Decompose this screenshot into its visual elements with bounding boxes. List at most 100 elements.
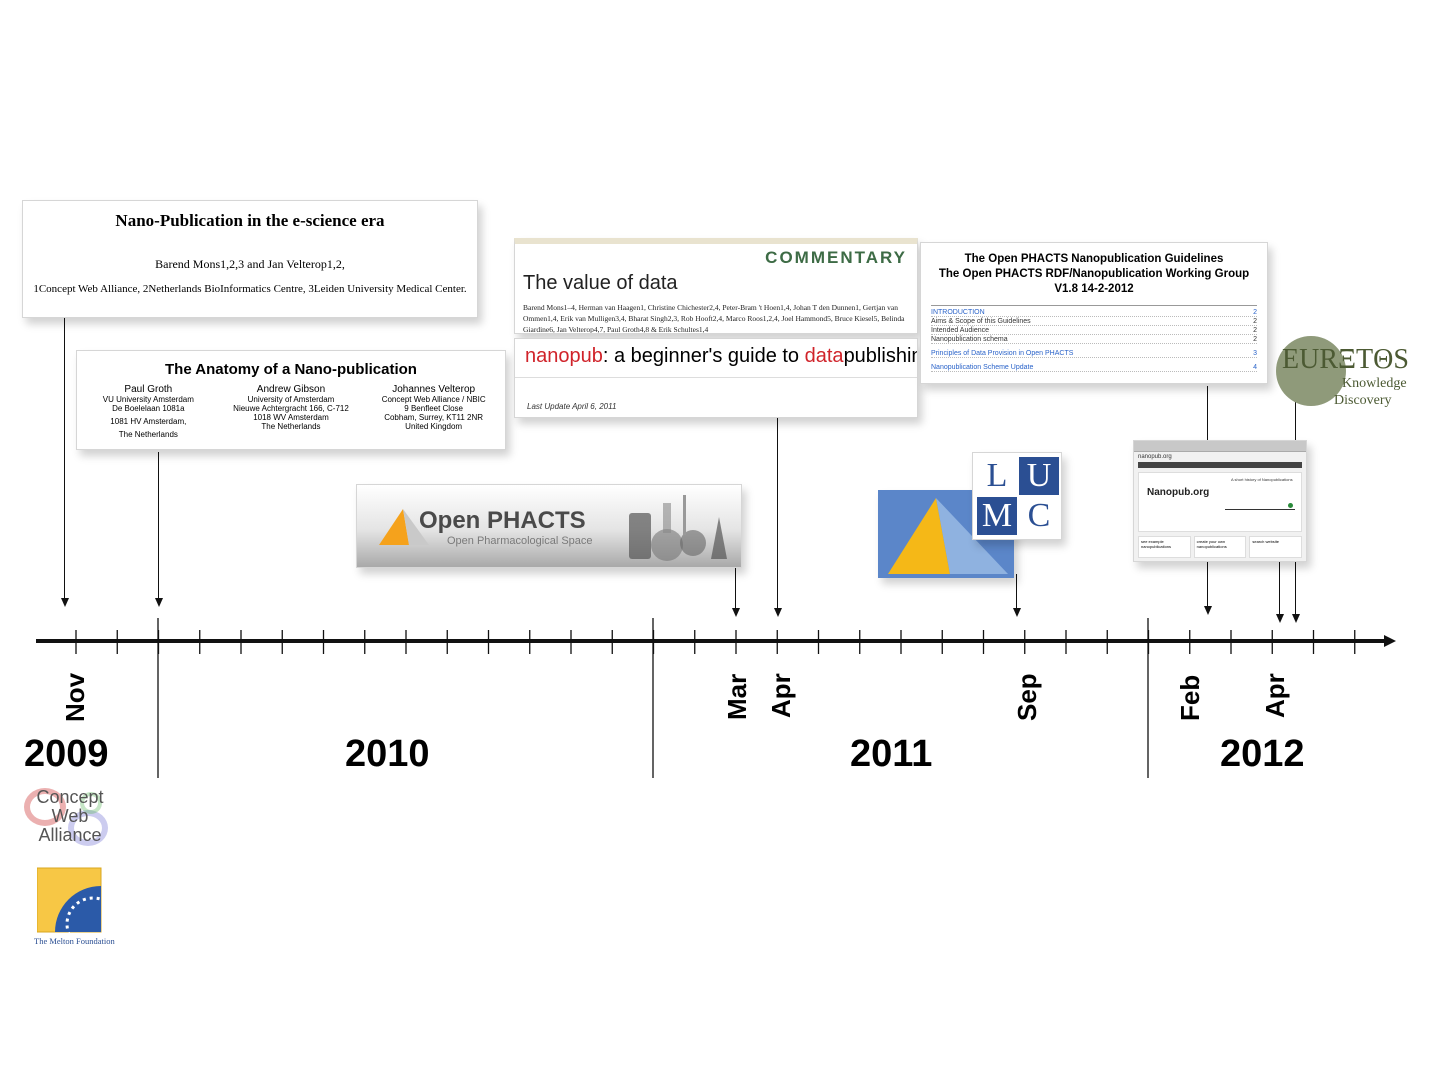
site-dot-icon [1288,503,1293,508]
paper-nanopub-escience: Nano-Publication in the e-science era Ba… [22,200,478,318]
guide-title-nanopub: nanopub [525,345,603,367]
guide-divider [515,377,917,378]
site-nav [1138,462,1302,468]
toc-page: 2 [1253,327,1257,334]
year-label-2009: 2009 [24,733,109,775]
site-hero: Nanopub.org A short history of Nanopubli… [1138,472,1302,532]
arrow-feb-2012 [1207,386,1208,442]
guide-title-middle: : a beginner's guide to [602,345,805,367]
guide-title-end: publishing [843,345,917,367]
arrowhead-feb-2012 [1204,606,1212,615]
site-history-label: A short history of Nanopublications [1231,477,1293,482]
arrowhead-apr-2012-a [1276,614,1284,623]
euretos-circle [1276,336,1346,406]
open-phacts-name: Open PHACTS [419,507,586,534]
toc-row[interactable]: Nanopublication Scheme Update 4 [931,364,1257,372]
site-mini-axis [1225,509,1295,510]
paper-anatomy: The Anatomy of a Nano-publication Paul G… [76,350,506,450]
arrow-apr-2012-b [1295,400,1296,442]
guide-updated: Last Update April 6, 2011 [527,402,617,411]
toc-label: Nanopublication schema [931,336,1008,343]
cwa-green-swirl-icon [80,792,102,814]
toc-label: Nanopublication Scheme Update [931,364,1034,371]
year-label-2012: 2012 [1220,733,1305,775]
site-box[interactable]: see example nanopublications [1138,536,1191,558]
guide-title: nanopub: a beginner's guide to datapubli… [525,345,917,368]
author-line: United Kingdom [405,422,463,431]
paper-value-of-data: COMMENTARY The value of data Barend Mons… [514,238,918,334]
site-box[interactable]: search website [1249,536,1303,558]
paper-title: The value of data [523,272,678,294]
paper-title: Nano-Publication in the e-science era [115,211,385,230]
paper-title: The Anatomy of a Nano-publication [165,361,417,378]
melton-caption: The Melton Foundation [34,936,115,946]
melton-sun-icon [37,867,103,934]
cwa-line: Alliance [38,825,102,845]
toc-label: Intended Audience [931,327,989,334]
arrow-apr-2012-b-lower [1295,562,1296,614]
author-name: Johannes Velterop [392,384,476,395]
toc-row[interactable]: Nanopublication schema 2 [931,336,1257,344]
arrowhead-sep-2011 [1013,608,1021,617]
logo-pyramid-blue [878,490,1014,578]
month-label-mar-2011: Mar [722,673,752,720]
lab-glassware-icon [629,495,727,561]
author-block: Paul Groth VU University Amsterdam De Bo… [78,384,218,439]
author-line: 1081 HV Amsterdam, [110,417,187,426]
arrow-apr-2012-a [1279,562,1280,614]
month-label-apr-2011: Apr [766,673,796,718]
toc-row[interactable]: Aims & Scope of this Guidelines 2 [931,318,1257,326]
website-nanopub-org: nanopub.org Nanopub.org A short history … [1133,440,1307,562]
arrow-sep-2011 [1016,574,1017,608]
logo-melton-foundation: The Melton Foundation [34,866,115,950]
toc-label: Aims & Scope of this Guidelines [931,318,1031,325]
lumc-letter: L [977,457,1017,495]
arrowhead-apr-2011 [774,608,782,617]
author-line: Cobham, Surrey, KT11 2NR [384,413,484,422]
author-line: VU University Amsterdam [102,395,194,404]
guidelines-toc: INTRODUCTION 2 Aims & Scope of this Guide… [931,305,1257,372]
month-label-nov-2009: Nov [60,672,90,722]
web-beginners-guide: nanopub: a beginner's guide to datapubli… [514,338,918,418]
author-columns: Paul Groth VU University Amsterdam De Bo… [77,384,505,439]
toc-label: Principles of Data Provision in Open PHA… [931,350,1074,357]
author-line: Nieuwe Achtergracht 166, C-712 [233,404,349,413]
site-box[interactable]: create your own nanopublications [1193,536,1247,558]
cwa-line: Concept [36,787,104,807]
site-boxes: see example nanopublications create your… [1138,536,1303,558]
cwa-line: Web [51,806,89,826]
toc-row[interactable]: Intended Audience 2 [931,327,1257,335]
toc-page: 3 [1253,350,1257,357]
author-name: Andrew Gibson [256,384,326,395]
logo-open-phacts: Open PHACTS Open Pharmacological Space [356,484,742,568]
doc-openphacts-guidelines: The Open PHACTS Nanopublication Guidelin… [920,242,1268,384]
toc-page: 2 [1253,318,1257,325]
axis-arrowhead [1384,635,1396,647]
open-phacts-pyramid-icon [379,509,429,545]
author-line: University of Amsterdam [247,395,335,404]
author-line: Concept Web Alliance / NBIC [381,395,486,404]
logo-lumc: L U M C [972,452,1062,540]
toc-row[interactable]: INTRODUCTION 2 [931,309,1257,317]
logo-concept-web-alliance: Concept Web Alliance [22,786,118,852]
euretos-name: EURΞTΘS [1282,344,1409,375]
paper-affiliations: 1Concept Web Alliance, 2Netherlands BioI… [33,283,467,295]
lumc-letter: M [977,497,1017,535]
author-name: Paul Groth [124,384,173,395]
cwa-red-swirl-icon [24,788,66,826]
guidelines-title-2: The Open PHACTS RDF/Nanopublication Work… [938,268,1250,280]
arrowhead-mar-2011 [732,608,740,617]
arrow-nov-2009 [64,316,65,598]
site-title: Nanopub.org [1147,487,1210,498]
guidelines-version: V1.8 14-2-2012 [1054,283,1134,295]
toc-row[interactable]: Principles of Data Provision in Open PHA… [931,350,1257,358]
euretos-line1: Knowledge [1342,376,1407,391]
cwa-text: Concept Web Alliance [26,788,114,845]
site-url: nanopub.org [1138,454,1172,460]
guidelines-title-1: The Open PHACTS Nanopublication Guidelin… [964,253,1224,265]
arrow-feb-2012-lower [1207,562,1208,606]
year-label-2010: 2010 [345,733,430,775]
paper-authors: Barend Mons1–4, Herman van Haagen1, Chri… [523,303,905,334]
lumc-letter: U [1019,457,1059,495]
